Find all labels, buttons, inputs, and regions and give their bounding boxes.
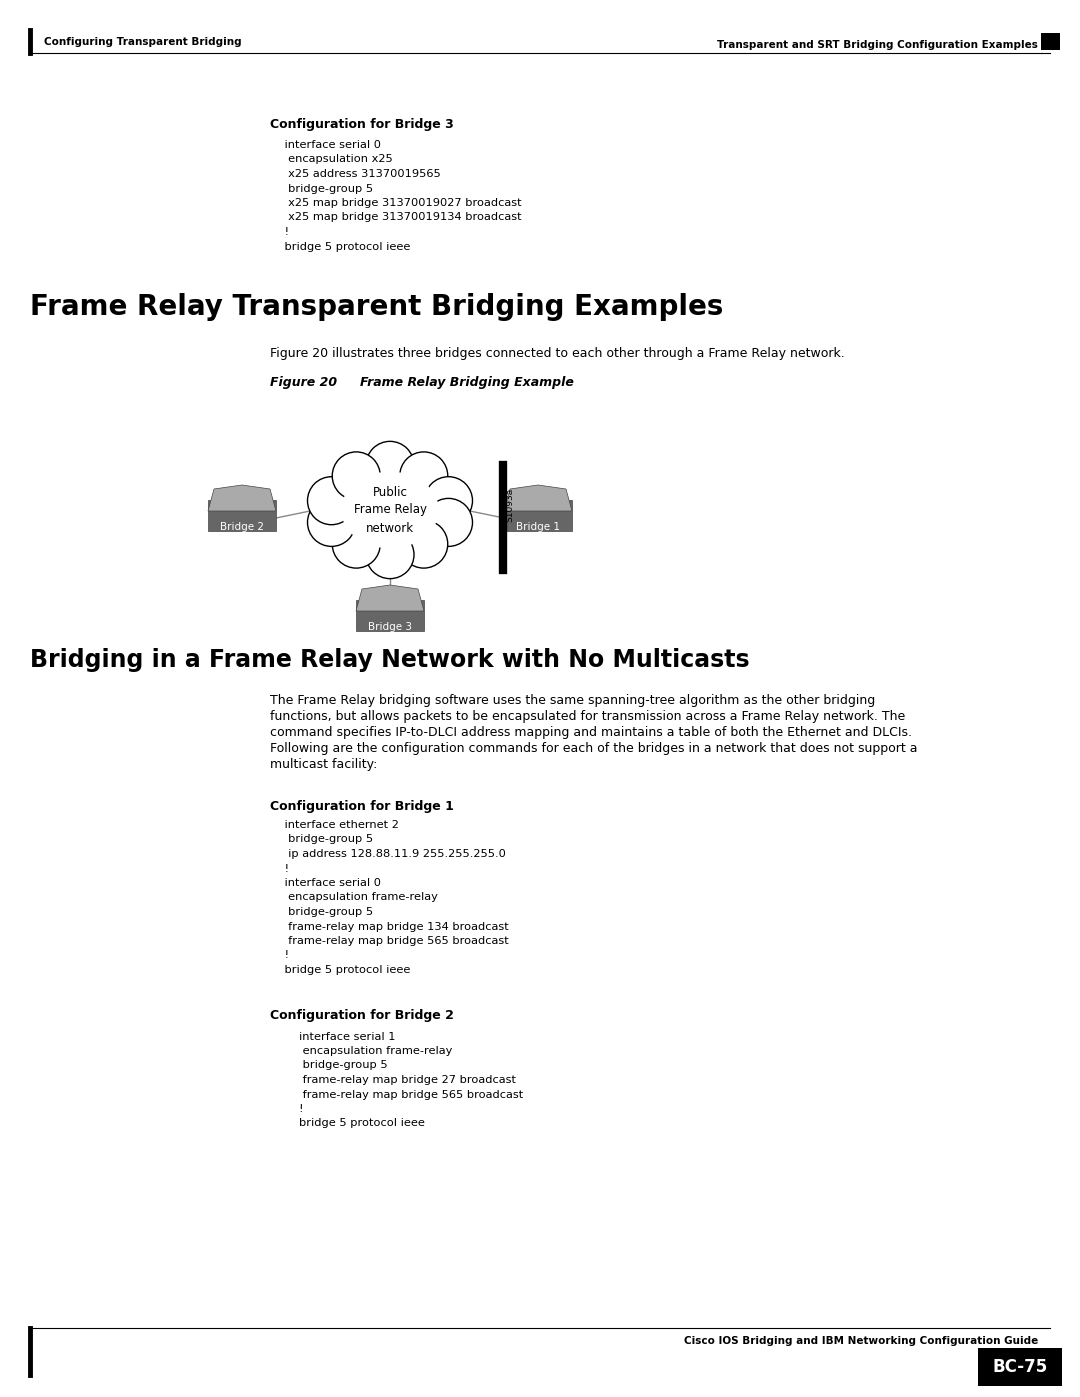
FancyBboxPatch shape <box>1041 34 1059 50</box>
FancyBboxPatch shape <box>978 1348 1062 1386</box>
Text: interface serial 1: interface serial 1 <box>270 1031 395 1042</box>
Text: bridge-group 5: bridge-group 5 <box>270 183 373 194</box>
Text: !: ! <box>270 950 289 961</box>
Polygon shape <box>356 585 424 610</box>
Text: x25 map bridge 31370019134 broadcast: x25 map bridge 31370019134 broadcast <box>270 212 522 222</box>
Text: frame-relay map bridge 27 broadcast: frame-relay map bridge 27 broadcast <box>270 1076 516 1085</box>
Circle shape <box>366 441 414 489</box>
Circle shape <box>308 499 355 546</box>
Text: Public
Frame Relay
network: Public Frame Relay network <box>353 486 427 535</box>
Text: Cisco IOS Bridging and IBM Networking Configuration Guide: Cisco IOS Bridging and IBM Networking Co… <box>684 1336 1038 1345</box>
Circle shape <box>333 520 380 569</box>
Text: !: ! <box>270 1104 303 1113</box>
Text: encapsulation frame-relay: encapsulation frame-relay <box>270 1046 453 1056</box>
Text: Bridging in a Frame Relay Network with No Multicasts: Bridging in a Frame Relay Network with N… <box>30 648 750 672</box>
Circle shape <box>400 520 448 569</box>
Text: Frame Relay Transparent Bridging Examples: Frame Relay Transparent Bridging Example… <box>30 293 724 321</box>
FancyBboxPatch shape <box>504 500 572 531</box>
Text: Figure 20: Figure 20 <box>270 376 337 388</box>
Text: frame-relay map bridge 565 broadcast: frame-relay map bridge 565 broadcast <box>270 936 509 946</box>
Text: frame-relay map bridge 565 broadcast: frame-relay map bridge 565 broadcast <box>270 1090 523 1099</box>
Text: Configuration for Bridge 2: Configuration for Bridge 2 <box>270 1010 454 1023</box>
Ellipse shape <box>337 467 443 553</box>
Text: encapsulation frame-relay: encapsulation frame-relay <box>270 893 437 902</box>
Text: Bridge 1: Bridge 1 <box>516 521 561 531</box>
Text: Configuration for Bridge 3: Configuration for Bridge 3 <box>270 117 454 131</box>
Text: interface serial 0: interface serial 0 <box>270 140 381 149</box>
Text: The Frame Relay bridging software uses the same spanning-tree algorithm as the o: The Frame Relay bridging software uses t… <box>270 694 875 707</box>
Text: bridge-group 5: bridge-group 5 <box>270 1060 388 1070</box>
Text: frame-relay map bridge 134 broadcast: frame-relay map bridge 134 broadcast <box>270 922 509 932</box>
Text: x25 address 31370019565: x25 address 31370019565 <box>270 169 441 179</box>
Circle shape <box>333 451 380 500</box>
Text: ip address 128.88.11.9 255.255.255.0: ip address 128.88.11.9 255.255.255.0 <box>270 849 505 859</box>
Text: Frame Relay Bridging Example: Frame Relay Bridging Example <box>360 376 573 388</box>
Text: bridge-group 5: bridge-group 5 <box>270 834 373 845</box>
Text: command specifies IP-to-DLCI address mapping and maintains a table of both the E: command specifies IP-to-DLCI address map… <box>270 726 912 739</box>
Text: Following are the configuration commands for each of the bridges in a network th: Following are the configuration commands… <box>270 742 918 754</box>
Text: Transparent and SRT Bridging Configuration Examples: Transparent and SRT Bridging Configurati… <box>717 41 1038 50</box>
Text: !: ! <box>270 863 289 873</box>
Text: Configuration for Bridge 1: Configuration for Bridge 1 <box>270 800 454 813</box>
Text: multicast facility:: multicast facility: <box>270 759 377 771</box>
Text: S1093a: S1093a <box>505 488 514 522</box>
FancyBboxPatch shape <box>208 500 276 531</box>
Text: !: ! <box>270 226 289 237</box>
Polygon shape <box>504 485 572 511</box>
Text: bridge-group 5: bridge-group 5 <box>270 907 373 916</box>
Circle shape <box>308 476 355 525</box>
Polygon shape <box>208 485 276 511</box>
Circle shape <box>424 476 473 525</box>
Circle shape <box>424 499 473 546</box>
Text: Figure 20 illustrates three bridges connected to each other through a Frame Rela: Figure 20 illustrates three bridges conn… <box>270 346 845 360</box>
Ellipse shape <box>341 472 438 549</box>
Text: bridge 5 protocol ieee: bridge 5 protocol ieee <box>270 965 410 975</box>
Text: Configuring Transparent Bridging: Configuring Transparent Bridging <box>44 36 242 47</box>
Text: bridge 5 protocol ieee: bridge 5 protocol ieee <box>270 242 410 251</box>
Circle shape <box>366 531 414 578</box>
Text: interface serial 0: interface serial 0 <box>270 877 381 888</box>
Text: interface ethernet 2: interface ethernet 2 <box>270 820 399 830</box>
Text: bridge 5 protocol ieee: bridge 5 protocol ieee <box>270 1119 424 1129</box>
Text: functions, but allows packets to be encapsulated for transmission across a Frame: functions, but allows packets to be enca… <box>270 710 905 724</box>
Text: encapsulation x25: encapsulation x25 <box>270 155 393 165</box>
Text: Bridge 3: Bridge 3 <box>368 622 411 631</box>
Text: x25 map bridge 31370019027 broadcast: x25 map bridge 31370019027 broadcast <box>270 198 522 208</box>
Circle shape <box>400 451 448 500</box>
Text: BC-75: BC-75 <box>993 1358 1048 1376</box>
Text: Bridge 2: Bridge 2 <box>220 521 264 531</box>
FancyBboxPatch shape <box>356 599 424 631</box>
